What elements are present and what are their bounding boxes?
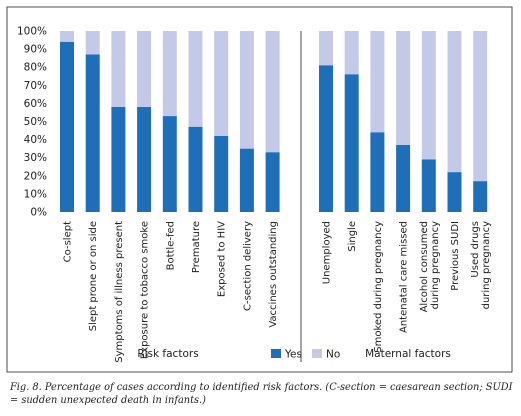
bar-yes-c-section-delivery (239, 148, 254, 212)
bar-no-symptoms-of-illness-present (111, 31, 126, 107)
group-label-maternal-factors: Maternal factors (365, 348, 451, 360)
group-label-risk-factors: Risk factors (137, 348, 198, 360)
bar-no-smoked-during-pregnancy (370, 31, 385, 133)
bar-no-premature (188, 31, 203, 127)
category-label-exposed-to-hiv: Exposed to HIV (217, 221, 228, 297)
bar-no-exposed-to-hiv (214, 31, 229, 136)
bar-yes-unemployed (319, 65, 333, 213)
y-tick-label: 50% (24, 116, 47, 128)
y-tick-label: 80% (24, 62, 47, 74)
bars (60, 31, 488, 213)
group-labels: Risk factors Maternal factors (137, 348, 451, 360)
category-label-vaccines-outstanding: Vaccines outstanding (268, 221, 279, 328)
y-tick-label: 30% (24, 152, 47, 164)
bar-no-alcohol-consumed-during-pregnancy (421, 31, 436, 160)
bar-yes-smoked-during-pregnancy (370, 132, 385, 212)
category-label-alcohol-consumed-during-pregnancy: Alcohol consumedduring pregnancy (419, 221, 441, 312)
bar-no-used-drugs-during-pregnancy (473, 31, 488, 182)
legend-label-yes: Yes (284, 349, 302, 361)
category-label-c-section-delivery: C-section delivery (242, 221, 253, 311)
chart-frame (6, 6, 513, 373)
bar-no-c-section-delivery (239, 31, 254, 149)
bar-no-vaccines-outstanding (265, 31, 280, 153)
legend-swatch-yes (271, 349, 281, 358)
y-tick-label: 40% (24, 134, 47, 146)
y-tick-label: 90% (24, 44, 47, 56)
bar-yes-alcohol-consumed-during-pregnancy (421, 159, 436, 212)
bar-no-exposure-to-tobacco-smoke (137, 31, 152, 107)
category-label-co-slept: Co-slept (63, 221, 74, 262)
y-tick-label: 0% (30, 207, 47, 219)
y-tick-label: 60% (24, 98, 47, 110)
category-label-bottle-fed: Bottle-fed (165, 221, 176, 270)
legend: Yes No (271, 349, 340, 361)
bar-no-previous-sudi (447, 31, 462, 173)
y-tick-label: 10% (24, 188, 47, 200)
bar-yes-used-drugs-during-pregnancy (473, 181, 488, 212)
category-label-antenatal-care-missed: Antenatal care missed (399, 221, 410, 333)
bar-no-slept-prone-or-on-side (85, 31, 100, 55)
category-label-previous-sudi: Previous SUDI (450, 221, 461, 291)
category-labels: Co-slept Slept prone or on side Symptoms o… (63, 221, 493, 363)
bar-no-single (344, 31, 359, 75)
category-label-used-drugs-during-pregnancy: Used drugsduring pregnancy (470, 221, 492, 309)
y-axis: 0% 10% 20% 30% 40% 50% 60% 70% 80% 90% 100% (17, 26, 47, 219)
y-tick-label: 20% (24, 170, 47, 182)
legend-swatch-no (312, 349, 322, 358)
bar-yes-co-slept (60, 41, 74, 213)
bar-yes-exposed-to-hiv (214, 136, 229, 212)
bar-no-bottle-fed (162, 31, 177, 117)
category-label-symptoms-of-illness-present: Symptoms of illness present (114, 221, 125, 363)
bar-yes-vaccines-outstanding (265, 152, 280, 212)
bar-yes-premature (188, 126, 203, 212)
category-label-exposure-to-tobacco-smoke: Exposure to tobacco smoke (140, 221, 151, 359)
category-label-slept-prone-or-on-side: Slept prone or on side (88, 221, 99, 331)
category-label-premature: Premature (191, 221, 202, 273)
figure-caption: Fig. 8. Percentage of cases according to… (10, 382, 513, 406)
legend-label-no: No (326, 349, 340, 361)
bar-no-co-slept (60, 31, 74, 42)
bar-yes-previous-sudi (447, 172, 462, 212)
bar-yes-slept-prone-or-on-side (85, 54, 100, 212)
bar-yes-exposure-to-tobacco-smoke (137, 107, 152, 212)
y-tick-label: 70% (24, 80, 47, 92)
bar-yes-single (344, 74, 359, 213)
category-label-unemployed: Unemployed (322, 221, 333, 284)
bar-yes-bottle-fed (162, 116, 177, 212)
bar-yes-symptoms-of-illness-present (111, 107, 126, 212)
bar-yes-antenatal-care-missed (396, 145, 411, 212)
bar-no-unemployed (319, 31, 333, 66)
y-tick-label: 100% (17, 26, 47, 38)
bar-no-antenatal-care-missed (396, 31, 411, 145)
category-label-single: Single (347, 221, 358, 252)
category-label-smoked-during-pregnancy: Smoked during pregnancy (373, 221, 384, 353)
